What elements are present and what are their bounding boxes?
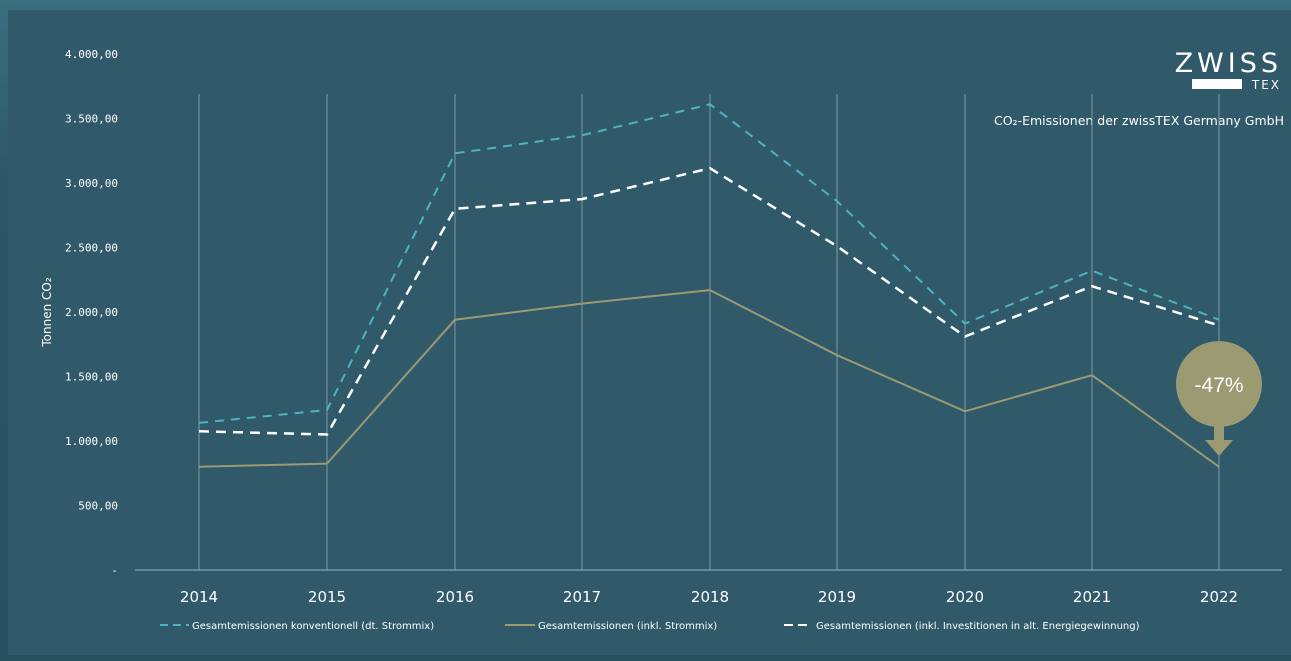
legend: Gesamtemissionen konventionell (dt. Stro… [160,621,1140,632]
x-tick-label-2022: 2022 [1200,588,1238,606]
legend-label-2: Gesamtemissionen (inkl. Strommix) [538,621,717,632]
y-axis-ticks: - 500,00 1.000,00 1.500,00 2.000,00 2.500,00 3… [65,48,118,577]
x-tick-label-2021: 2021 [1073,588,1111,606]
legend-label-1: Gesamtemissionen konventionell (dt. Stro… [192,621,434,632]
y-tick-label: - [111,564,118,577]
reduction-badge: -47% [1176,341,1262,456]
x-tick-label-2014: 2014 [180,588,218,606]
chart-subtitle: CO₂-Emissionen der zwissTEX Germany GmbH [994,113,1284,128]
zwisstex-logo: ZWISS TEX [1175,48,1282,92]
badge-label: -47% [1194,374,1243,397]
x-tick-label-2016: 2016 [436,588,474,606]
y-axis-title: Tonnen CO₂ [40,277,54,347]
y-tick-label: 1.500,00 [65,371,118,384]
legend-label-3: Gesamtemissionen (inkl. Investitionen in… [816,621,1140,632]
x-tick-label-2019: 2019 [818,588,856,606]
x-tick-label-2018: 2018 [691,588,729,606]
chart-panel [8,10,1291,655]
logo-wordmark-top: ZWISS [1175,48,1282,79]
series-line-2 [198,289,1220,468]
logo-bar [1192,79,1242,89]
logo-wordmark-bottom: TEX [1251,78,1281,92]
y-tick-label: 3.000,00 [65,177,118,190]
y-tick-label: 500,00 [78,500,118,513]
y-tick-label: 3.500,00 [65,113,118,126]
y-tick-label: 2.500,00 [65,242,118,255]
grid-lines [198,94,1220,570]
x-axis-ticks: 2014 2015 2016 2017 2018 2019 2020 2021 2022 [180,588,1238,606]
badge-circle [1176,341,1262,427]
series-line-3 [198,166,1220,436]
x-tick-label-2017: 2017 [563,588,601,606]
y-tick-label: 2.000,00 [65,306,118,319]
y-tick-label: 1.000,00 [65,435,118,448]
x-tick-label-2015: 2015 [308,588,346,606]
x-tick-label-2020: 2020 [946,588,984,606]
series-line-1 [198,103,1220,424]
down-arrow-icon [1205,424,1233,456]
data-series [198,103,1220,468]
y-tick-label: 4.000,00 [65,48,118,61]
